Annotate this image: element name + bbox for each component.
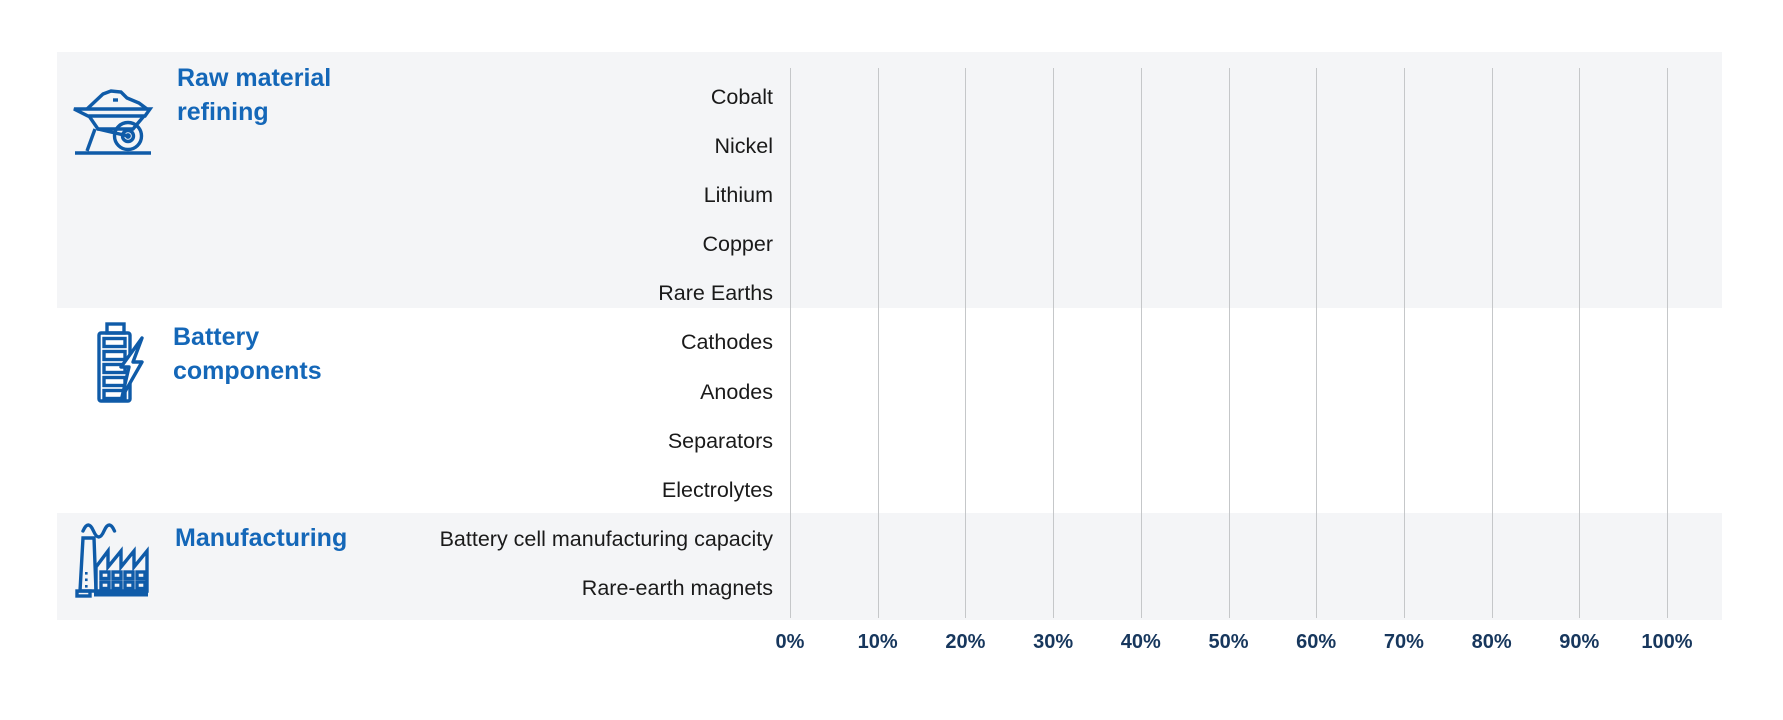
factory-icon xyxy=(70,520,152,598)
gridline xyxy=(1491,68,1493,618)
band-manufacturing xyxy=(57,513,1722,620)
gridline xyxy=(877,68,879,618)
x-axis-tick-label: 0% xyxy=(775,631,805,653)
category-label: Separators xyxy=(667,428,773,453)
gridline xyxy=(965,68,967,618)
gridline xyxy=(1228,68,1230,618)
group-label-line: Battery xyxy=(173,323,260,351)
group-label-battery-components: Battery components xyxy=(173,320,322,388)
wheelbarrow-icon xyxy=(72,85,154,155)
category-label: Anodes xyxy=(700,379,773,404)
x-axis-tick-label: 10% xyxy=(857,631,898,653)
gridline xyxy=(1140,68,1142,618)
category-label: Rare Earths xyxy=(658,281,773,306)
group-label-manufacturing: Manufacturing xyxy=(175,523,347,553)
x-axis-tick-label: 40% xyxy=(1120,631,1161,653)
gridline xyxy=(1667,68,1668,618)
x-axis-tick-label: 60% xyxy=(1296,631,1337,653)
x-axis-tick-label: 80% xyxy=(1471,631,1512,653)
band-raw-material-refining xyxy=(57,52,1722,308)
category-label: Lithium xyxy=(703,183,773,208)
gridline xyxy=(1316,68,1318,618)
group-label-line: Manufacturing xyxy=(175,524,348,552)
category-label: Cathodes xyxy=(680,330,773,355)
category-label: Electrolytes xyxy=(661,477,773,502)
x-axis-tick-label: 70% xyxy=(1383,631,1424,653)
x-axis-tick-label: 30% xyxy=(1033,631,1074,653)
x-axis-tick-label: 100% xyxy=(1641,631,1693,653)
x-axis-tick-label: 50% xyxy=(1208,631,1249,653)
row-labels: Cobalt Nickel Lithium Copper Rare Earths Cath… xyxy=(57,73,773,613)
category-label: Battery cell manufacturing capacity xyxy=(439,526,773,551)
battery-icon xyxy=(96,321,144,405)
gridline xyxy=(1053,68,1055,618)
x-axis-tick-label: 20% xyxy=(945,631,986,653)
gridline xyxy=(1579,68,1581,618)
group-label-line: refining xyxy=(177,98,269,126)
gridline xyxy=(1403,68,1405,618)
category-label: Rare-earth magnets xyxy=(581,575,773,600)
group-label-line: components xyxy=(173,357,322,385)
category-label: Copper xyxy=(702,232,773,257)
group-label-line: Raw material xyxy=(177,64,332,92)
x-axis-tick-label: 90% xyxy=(1559,631,1600,653)
category-label: Nickel xyxy=(714,134,773,159)
group-label-raw-material-refining: Raw material refining xyxy=(177,61,331,129)
category-label: Cobalt xyxy=(710,85,773,110)
gridline xyxy=(790,68,791,618)
